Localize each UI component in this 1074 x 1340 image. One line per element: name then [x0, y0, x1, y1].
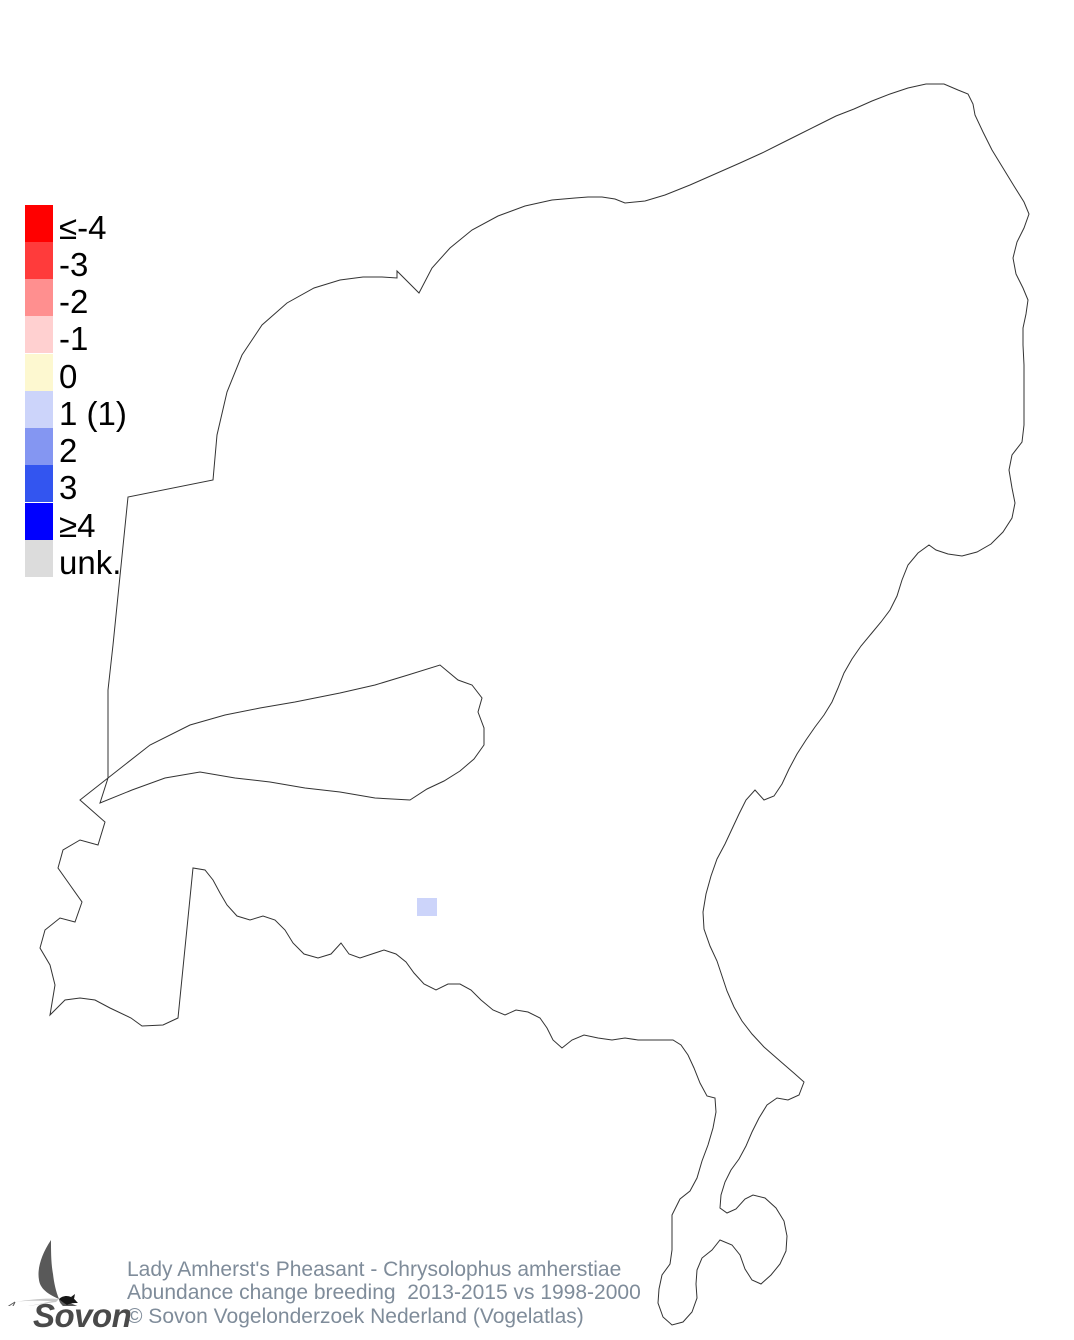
- svg-text:3: 3: [59, 469, 77, 506]
- svg-text:-1: -1: [59, 320, 88, 357]
- svg-text:-3: -3: [59, 246, 88, 283]
- svg-text:0: 0: [59, 358, 77, 395]
- svg-text:unk.: unk.: [59, 544, 121, 581]
- svg-text:2: 2: [59, 432, 77, 469]
- svg-text:1 (1): 1 (1): [59, 395, 127, 432]
- svg-text:-2: -2: [59, 283, 88, 320]
- svg-text:≥4: ≥4: [59, 507, 95, 544]
- svg-text:≤-4: ≤-4: [59, 209, 106, 246]
